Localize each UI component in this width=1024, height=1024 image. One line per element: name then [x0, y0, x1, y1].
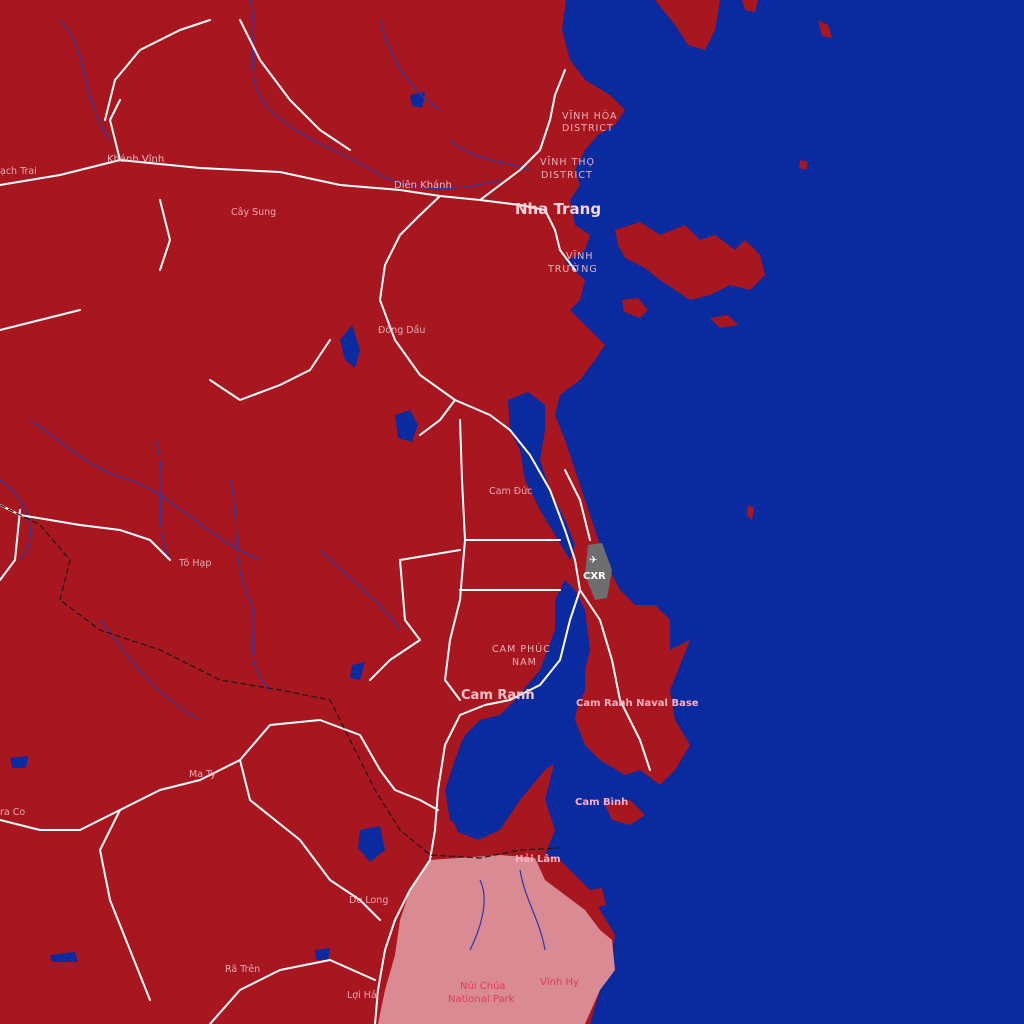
mainland: [0, 0, 690, 1024]
small-island-1: [710, 315, 738, 328]
lake-1: [395, 410, 418, 442]
nui-chua-national-park: [378, 855, 615, 1024]
lake-2: [340, 325, 360, 368]
cam-ranh-bay: [448, 580, 585, 840]
lake-5: [358, 826, 385, 862]
lake-7: [50, 952, 78, 962]
north-island-3: [818, 20, 832, 38]
rivers: [0, 0, 546, 951]
roads: [0, 19, 651, 1024]
hon-mun-island: [622, 298, 648, 318]
lake-8: [10, 756, 28, 768]
hon-tre-island: [615, 222, 765, 300]
rock-1: [799, 160, 808, 170]
lake-4: [350, 662, 365, 680]
rock-2: [747, 505, 754, 520]
lake-3: [410, 92, 425, 108]
north-island-1: [655, 0, 720, 50]
islet-south: [590, 888, 606, 908]
cam-binh-islet: [605, 800, 645, 825]
railway: [0, 504, 561, 859]
north-island-2: [742, 0, 758, 12]
cam-ranh-airport[interactable]: [585, 543, 612, 600]
lake-6: [315, 948, 330, 960]
